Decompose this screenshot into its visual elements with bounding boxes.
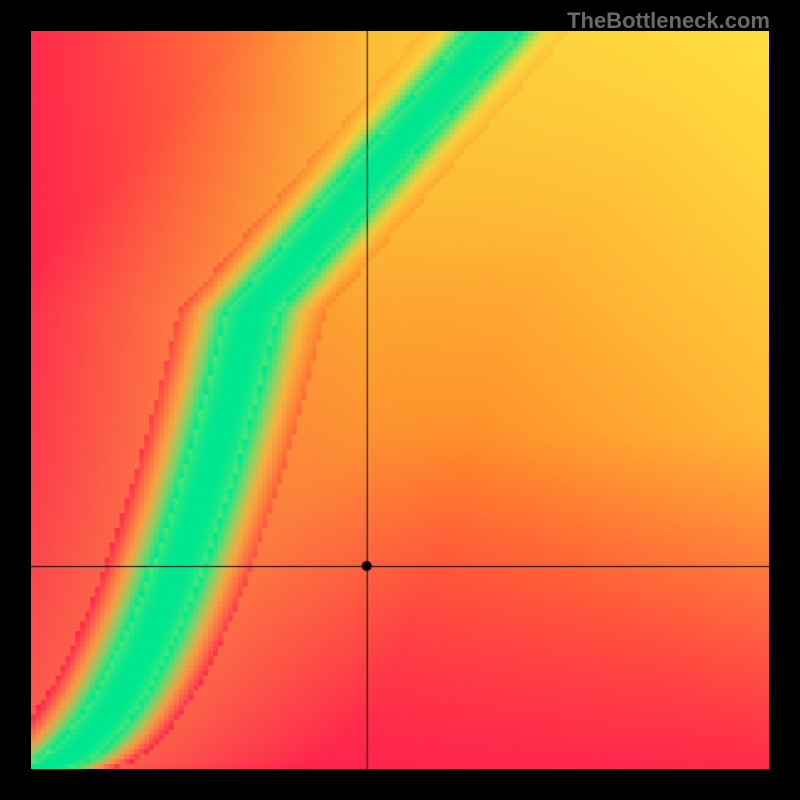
bottleneck-chart-container: { "watermark": "TheBottleneck.com", "cha…	[0, 0, 800, 800]
watermark-text: TheBottleneck.com	[567, 8, 770, 34]
heatmap-canvas	[31, 31, 769, 769]
